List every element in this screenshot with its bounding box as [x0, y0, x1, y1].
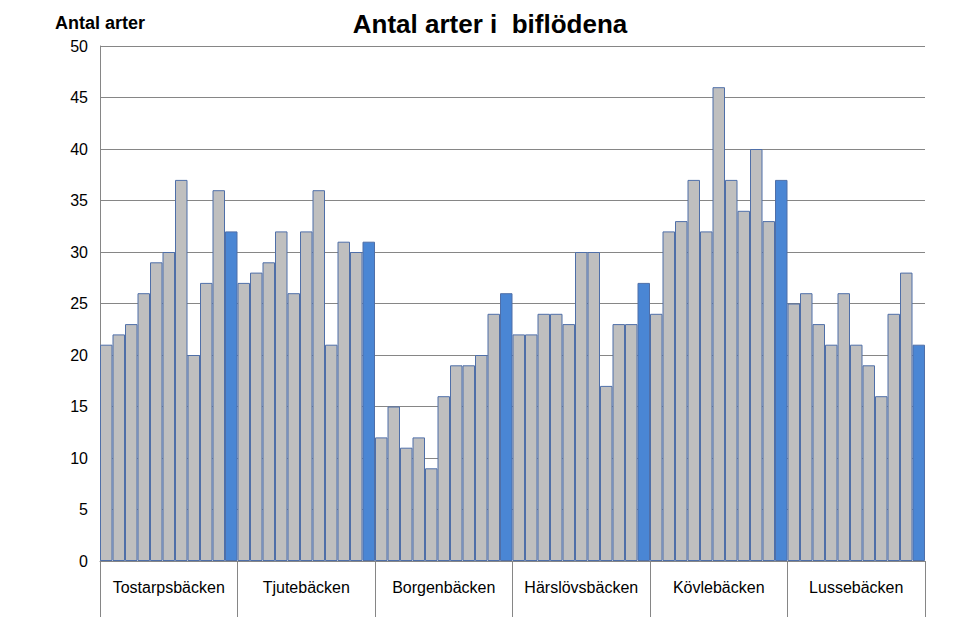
svg-text:30: 30: [70, 244, 88, 261]
svg-text:15: 15: [70, 398, 88, 415]
svg-text:40: 40: [70, 141, 88, 158]
svg-text:Antal arter: Antal arter: [55, 13, 145, 33]
svg-text:Härslövsbäcken: Härslövsbäcken: [524, 579, 638, 596]
svg-text:10: 10: [70, 450, 88, 467]
svg-text:Antal arter i biflödena: Antal arter i biflödena: [353, 9, 628, 39]
svg-text:Lussebäcken: Lussebäcken: [809, 579, 903, 596]
svg-text:Borgenbäcken: Borgenbäcken: [392, 579, 495, 596]
svg-text:0: 0: [79, 553, 88, 570]
svg-text:Tostarpsbäcken: Tostarpsbäcken: [113, 579, 225, 596]
svg-text:5: 5: [79, 501, 88, 518]
svg-text:Kövlebäcken: Kövlebäcken: [673, 579, 765, 596]
svg-text:35: 35: [70, 192, 88, 209]
svg-text:25: 25: [70, 295, 88, 312]
svg-text:50: 50: [70, 38, 88, 55]
svg-text:Tjutebäcken: Tjutebäcken: [263, 579, 350, 596]
svg-text:45: 45: [70, 89, 88, 106]
svg-text:20: 20: [70, 347, 88, 364]
